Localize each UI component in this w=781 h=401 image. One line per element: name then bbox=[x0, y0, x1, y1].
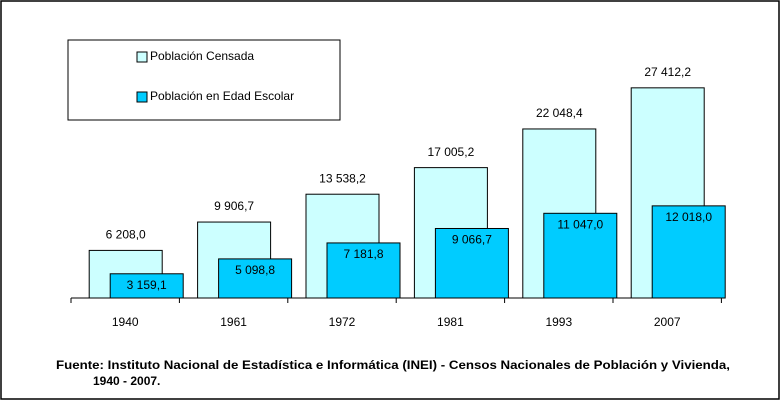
source-note: Fuente: Instituto Nacional de Estadístic… bbox=[56, 358, 730, 372]
legend-swatch bbox=[136, 51, 148, 63]
x-tick-label: 1981 bbox=[437, 315, 464, 329]
data-label: 11 047,0 bbox=[557, 217, 603, 231]
legend-label: Población en Edad Escolar bbox=[150, 89, 294, 103]
legend-box bbox=[67, 39, 341, 121]
bar bbox=[543, 212, 618, 299]
x-tick-label: 1993 bbox=[545, 315, 572, 329]
legend-swatch bbox=[136, 91, 148, 103]
data-label: 22 048,4 bbox=[536, 106, 583, 120]
x-tick-label: 1940 bbox=[112, 315, 139, 329]
x-tick-label: 2007 bbox=[654, 315, 681, 329]
x-tick-label: 1961 bbox=[220, 315, 247, 329]
data-label: 9 066,7 bbox=[452, 233, 492, 247]
x-tick-label: 1972 bbox=[329, 315, 356, 329]
source-note: 1940 - 2007. bbox=[93, 374, 160, 388]
data-label: 6 208,0 bbox=[106, 228, 146, 242]
data-label: 3 159,1 bbox=[127, 278, 167, 292]
data-label: 12 018,0 bbox=[665, 210, 712, 224]
data-label: 13 538,2 bbox=[319, 171, 366, 185]
data-label: 5 098,8 bbox=[235, 263, 275, 277]
legend-label: Población Censada bbox=[150, 49, 254, 63]
bar bbox=[218, 258, 293, 299]
data-label: 17 005,2 bbox=[428, 145, 475, 159]
data-label: 9 906,7 bbox=[214, 199, 254, 213]
bar bbox=[434, 227, 509, 299]
data-label: 7 181,8 bbox=[343, 247, 383, 261]
data-label: 27 412,2 bbox=[644, 65, 691, 79]
bar bbox=[651, 205, 726, 299]
bar bbox=[109, 273, 184, 299]
